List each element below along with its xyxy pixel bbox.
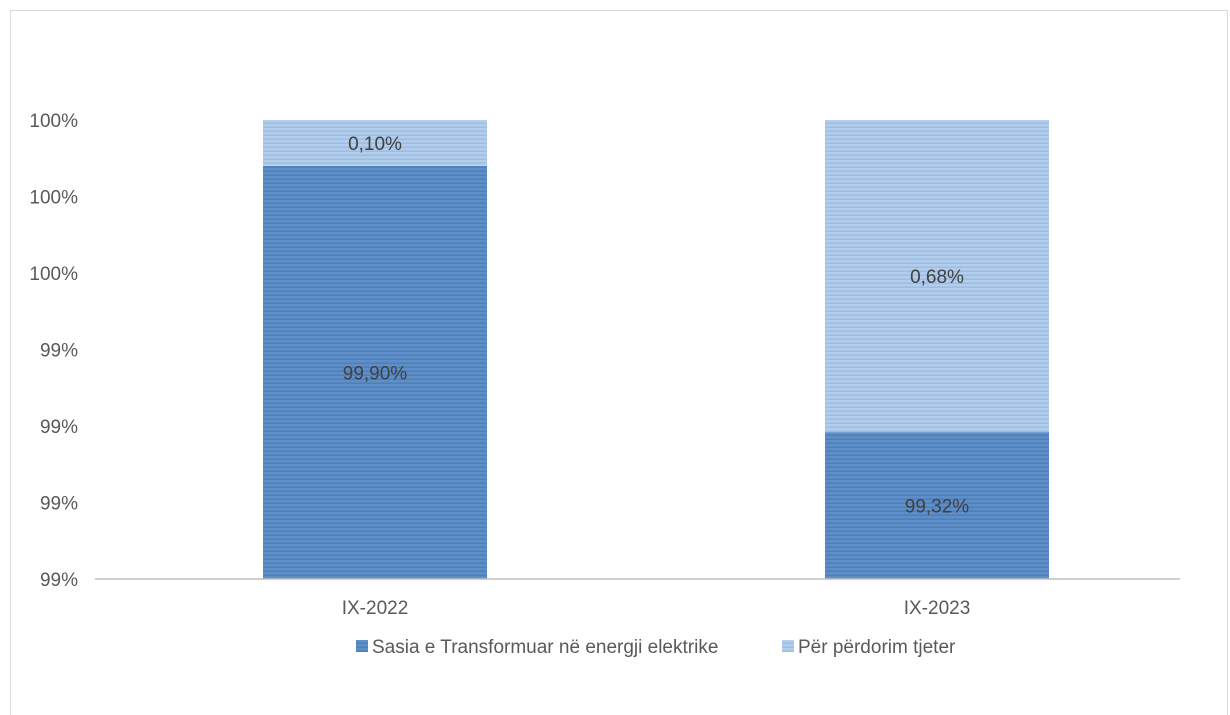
data-label: 99,90% bbox=[343, 363, 408, 384]
legend-swatch bbox=[356, 640, 368, 652]
bar-segment-other bbox=[825, 120, 1049, 433]
y-tick-label: 99% bbox=[40, 341, 78, 362]
bar-segment-other bbox=[263, 120, 487, 166]
y-tick-label: 99% bbox=[40, 417, 78, 438]
y-axis: 99% 99% 99% 99% 100% 100% 100% bbox=[29, 111, 78, 591]
bar-segment-transformed bbox=[825, 432, 1049, 579]
legend-label: Sasia e Transformuar në energji elektrik… bbox=[372, 637, 718, 658]
y-tick-label: 100% bbox=[29, 188, 78, 209]
x-axis: IX-2022 IX-2023 bbox=[95, 578, 1180, 619]
legend-swatch bbox=[782, 640, 794, 652]
data-label: 0,10% bbox=[348, 134, 402, 155]
y-tick-label: 99% bbox=[40, 570, 78, 591]
data-label: 0,68% bbox=[910, 267, 964, 288]
y-tick-label: 100% bbox=[29, 111, 78, 132]
x-tick-label: IX-2023 bbox=[904, 598, 971, 619]
x-tick-label: IX-2022 bbox=[342, 598, 409, 619]
data-label: 99,32% bbox=[905, 497, 970, 518]
bar-segment-transformed bbox=[263, 165, 487, 579]
chart-frame bbox=[10, 10, 1228, 715]
legend-label: Për përdorim tjeter bbox=[798, 637, 956, 658]
y-tick-label: 99% bbox=[40, 494, 78, 515]
legend: Sasia e Transformuar në energji elektrik… bbox=[356, 637, 956, 658]
y-tick-label: 100% bbox=[29, 264, 78, 285]
bars: 99,90% 0,10% 99,32% 0,68% bbox=[263, 120, 1049, 579]
